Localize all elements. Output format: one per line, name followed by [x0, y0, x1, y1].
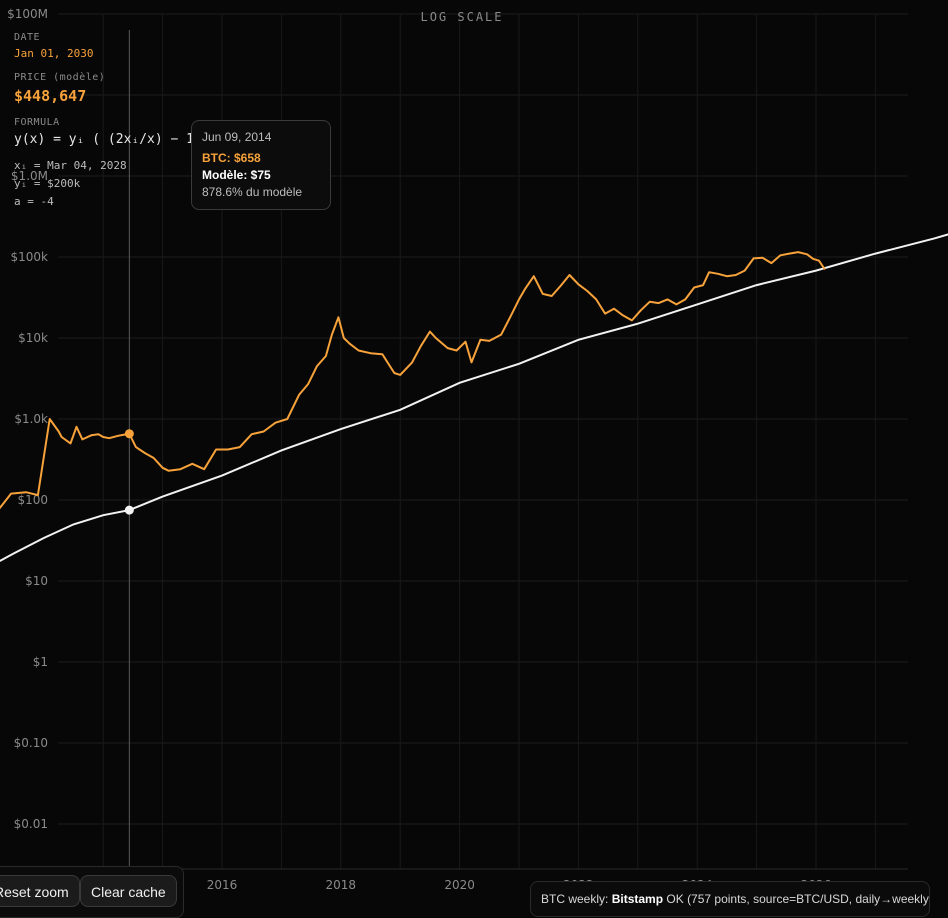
y-tick-label: $100: [17, 493, 48, 507]
tooltip-btc: BTC: $658: [202, 151, 261, 165]
tooltip-model: Modèle: $75: [202, 168, 271, 182]
tooltip-date: Jun 09, 2014: [202, 130, 272, 144]
tooltip-percent: 878.6% du modèle: [202, 185, 303, 199]
model-curve: [0, 233, 948, 562]
xi-param: xᵢ = Mar 04, 2028: [14, 159, 127, 172]
y-tick-label: $10k: [18, 331, 48, 345]
clear-cache-button[interactable]: Clear cache: [80, 875, 177, 907]
a-param: a = -4: [14, 195, 54, 208]
status-suffix: OK (757 points, source=BTC/USD, daily→we…: [666, 892, 930, 906]
y-tick-label: $1: [33, 655, 48, 669]
yi-param: yᵢ = $200k: [14, 177, 81, 190]
y-tick-label: $1.0k: [14, 412, 48, 426]
price-label: PRICE (modèle): [14, 72, 106, 83]
y-tick-label: $10: [25, 574, 48, 588]
hover-tooltip: Jun 09, 2014 BTC: $658 Modèle: $75 878.6…: [191, 120, 331, 210]
x-tick-label: 2018: [326, 878, 357, 892]
hover-btc-point: [124, 429, 134, 439]
formula-label: FORMULA: [14, 117, 60, 128]
info-panel: DATE Jan 01, 2030 PRICE (modèle) $448,64…: [14, 32, 194, 211]
date-value: Jan 01, 2030: [14, 47, 94, 60]
status-source: Bitstamp: [611, 892, 664, 906]
x-tick-label: 2016: [207, 878, 238, 892]
scale-label: LOG SCALE: [420, 10, 503, 24]
y-tick-label: $0.01: [14, 817, 48, 831]
y-tick-label: $100M: [7, 7, 48, 21]
hover-model-point: [124, 505, 134, 515]
chart-grid: [58, 13, 908, 870]
y-axis: $0.01 $0.10 $1 $10 $100 $1.0k $10k $100k $1.0M $1…: [7, 7, 48, 831]
status-bar: BTC weekly: Bitstamp OK (757 points, sou…: [530, 881, 930, 917]
btc-price-line: [0, 251, 826, 510]
y-tick-label: $1.0M: [11, 169, 48, 183]
y-tick-label: $100k: [11, 250, 49, 264]
x-tick-label: 2020: [444, 878, 475, 892]
y-tick-label: $0.10: [14, 736, 48, 750]
reset-zoom-button[interactable]: Reset zoom: [0, 875, 80, 907]
date-label: DATE: [14, 32, 41, 43]
price-value: $448,647: [14, 87, 87, 105]
button-bar: Reset zoom Clear cache: [0, 866, 184, 918]
formula-text: y(x) = yᵢ ( (2xᵢ/x) − 1: [14, 132, 195, 147]
status-prefix: BTC weekly:: [541, 892, 609, 906]
